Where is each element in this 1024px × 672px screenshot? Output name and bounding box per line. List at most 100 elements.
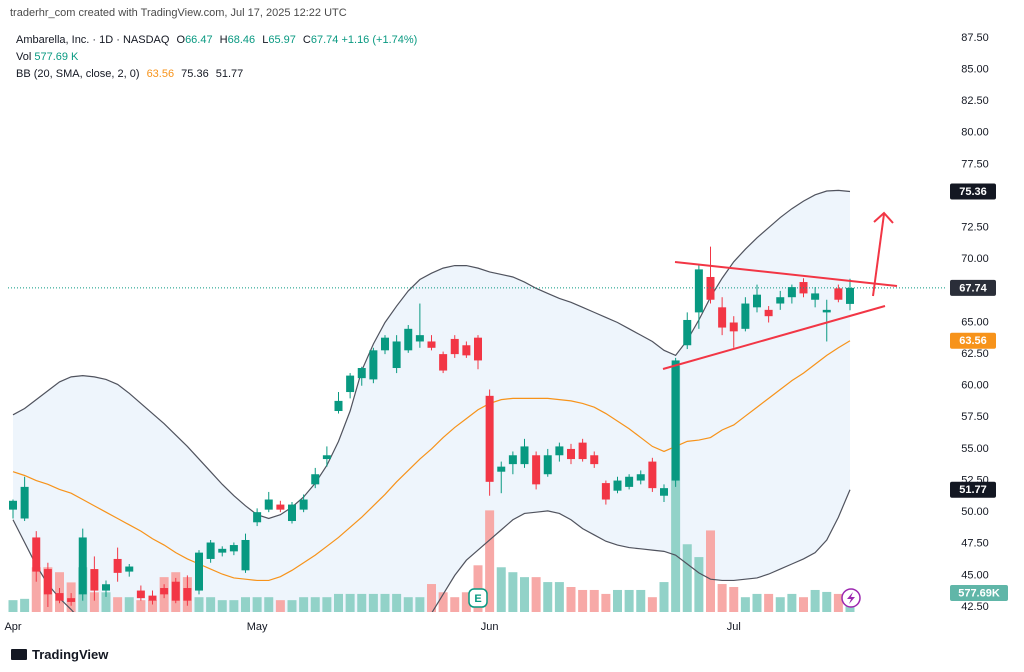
ohlc-key: H	[219, 34, 228, 46]
candle-body	[264, 499, 273, 510]
candle-body	[171, 581, 180, 601]
candle-body	[43, 569, 52, 595]
ohlc-key: O	[176, 34, 186, 46]
candle-body	[450, 338, 459, 355]
candle-body	[718, 307, 727, 328]
candle-body	[381, 337, 389, 351]
bb-name: BB (20, SMA, close, 2, 0)	[16, 68, 140, 80]
volume-bar	[613, 589, 622, 612]
candle-body	[776, 297, 785, 304]
volume-bar	[799, 597, 808, 612]
candle-body	[578, 442, 587, 460]
volume-bar	[299, 597, 309, 612]
candle-body	[125, 566, 134, 572]
candle-body	[404, 328, 413, 351]
candle-body	[55, 593, 64, 601]
candle-body	[67, 598, 76, 602]
volume-bar	[764, 593, 774, 612]
volume-bar	[775, 597, 785, 612]
x-tick-label: Jun	[481, 621, 499, 633]
y-tick-label: 77.50	[961, 158, 989, 170]
trend-line	[674, 261, 898, 287]
candle-body	[322, 455, 331, 460]
price-axis: 42.5045.0047.5050.0052.5055.0057.5060.00…	[950, 32, 1008, 613]
candle-body	[427, 341, 436, 348]
volume-bar	[566, 587, 576, 612]
volume-bar	[124, 597, 134, 612]
volume-bar	[682, 544, 692, 612]
candle-body	[20, 486, 29, 519]
y-tick-label: 72.50	[961, 222, 989, 234]
price-badge	[950, 279, 996, 296]
volume-badge	[950, 585, 1008, 602]
volume-bar	[89, 592, 99, 612]
volume-value: 577.69 K	[34, 51, 79, 63]
candle-body	[706, 276, 715, 300]
y-tick-label: 85.00	[961, 64, 989, 76]
y-tick-label: 45.00	[961, 569, 989, 581]
candle-body	[683, 319, 692, 346]
arrow	[872, 213, 885, 297]
candle-body	[206, 542, 215, 559]
y-tick-label: 65.00	[961, 316, 989, 328]
candle-body	[9, 500, 17, 510]
volume-bar	[334, 593, 343, 612]
plot-area	[8, 189, 946, 612]
candle-body	[648, 461, 657, 489]
y-tick-label: 87.50	[961, 32, 989, 44]
volume-bar	[706, 530, 715, 612]
earnings-icon: E	[468, 588, 488, 608]
candle-body	[485, 395, 494, 482]
candle-body	[822, 309, 831, 313]
volume-bar	[624, 589, 634, 612]
price-badge-label: 67.74	[959, 282, 987, 294]
volume-bar	[531, 577, 541, 612]
candle-body	[415, 335, 424, 342]
x-tick-label: Apr	[4, 621, 21, 633]
volume-bar	[427, 584, 436, 612]
volume-bar	[101, 592, 111, 612]
candle-body	[113, 558, 122, 573]
volume-bar	[822, 591, 832, 612]
candle-body	[811, 293, 820, 300]
volume-bar	[136, 600, 146, 612]
candle-body	[311, 474, 320, 485]
volume-bar	[368, 593, 378, 612]
change: +1.16 (+1.74%)	[341, 34, 418, 46]
y-tick-label: 50.00	[961, 506, 989, 518]
volume-bar	[403, 597, 413, 612]
candle-body	[787, 287, 796, 298]
volume-bar	[496, 567, 506, 612]
volume-bar	[264, 597, 274, 612]
candle-body	[694, 269, 703, 313]
volume-bar	[113, 597, 123, 612]
candle-body	[229, 545, 238, 552]
volume-bar	[380, 593, 390, 612]
price-badge-label: 75.36	[959, 186, 987, 198]
volume-bar	[252, 597, 262, 612]
volume-bar	[8, 600, 18, 612]
volume-bar	[578, 589, 588, 612]
bb-middle: 63.56	[146, 68, 175, 80]
x-tick-label: Jul	[727, 621, 741, 633]
candle-body	[195, 552, 203, 591]
y-tick-label: 47.50	[961, 538, 989, 550]
candle-body	[136, 590, 145, 599]
price-badge	[950, 481, 996, 498]
y-tick-label: 60.00	[961, 380, 989, 392]
earnings-label: E	[474, 593, 481, 605]
legend-row: BB (20, SMA, close, 2, 0) 63.56 75.36 51…	[16, 66, 417, 83]
volume-bar	[310, 597, 320, 612]
volume-bar	[508, 572, 518, 612]
volume-bar	[520, 577, 529, 612]
volume-bar	[729, 587, 739, 612]
legend: Ambarella, Inc. · 1D · NASDAQ O66.47 H68…	[16, 32, 417, 83]
volume-bar	[206, 597, 216, 612]
legend-row: Ambarella, Inc. · 1D · NASDAQ O66.47 H68…	[16, 32, 417, 49]
candle-body	[474, 337, 482, 361]
volume-bar	[601, 593, 611, 612]
candle-body	[567, 448, 575, 460]
event-icon	[841, 588, 861, 608]
